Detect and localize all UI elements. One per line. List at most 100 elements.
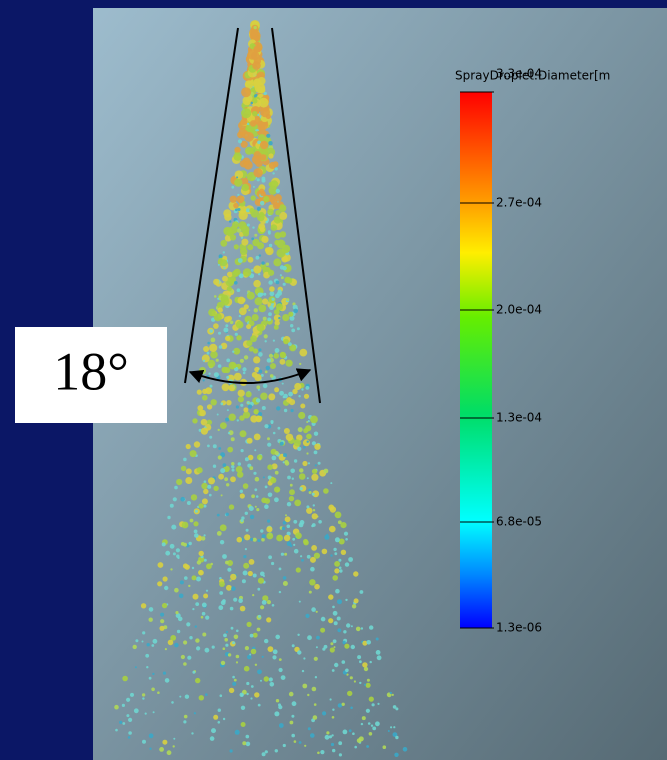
droplet (298, 412, 305, 419)
droplet (354, 746, 357, 749)
droplet (269, 305, 274, 310)
droplet (283, 396, 286, 399)
droplet (235, 730, 240, 735)
droplet (201, 536, 205, 540)
droplet (283, 576, 287, 580)
droplet (252, 239, 259, 246)
droplet (250, 634, 254, 638)
droplet (276, 189, 280, 193)
droplet (241, 184, 249, 192)
droplet (246, 391, 252, 397)
droplet (232, 270, 239, 277)
droplet (329, 735, 332, 738)
droplet (292, 701, 297, 706)
droplet (221, 259, 228, 266)
droplet (335, 537, 340, 542)
droplet (315, 676, 317, 678)
droplet (205, 616, 209, 620)
droplet (272, 172, 274, 174)
droplet (312, 687, 317, 692)
droplet (149, 677, 152, 680)
droplet (205, 693, 208, 696)
droplet (195, 638, 199, 642)
droplet (245, 548, 247, 550)
droplet (335, 589, 340, 594)
droplet (239, 315, 241, 317)
droplet (314, 444, 320, 450)
droplet (253, 538, 257, 542)
droplet (257, 669, 262, 674)
droplet (361, 723, 363, 725)
droplet (268, 393, 275, 400)
droplet (308, 489, 310, 491)
droplet (339, 569, 342, 572)
droplet (334, 568, 339, 573)
droplet (182, 522, 189, 529)
droplet (203, 379, 205, 381)
droplet (238, 396, 244, 402)
droplet (146, 666, 148, 668)
droplet (249, 28, 258, 37)
droplet (170, 568, 172, 570)
droplet (236, 630, 239, 633)
droplet (235, 209, 238, 212)
droplet (292, 478, 294, 480)
droplet (328, 594, 333, 599)
droplet (244, 132, 254, 142)
droplet (234, 635, 239, 640)
droplet (284, 553, 287, 556)
droplet (316, 636, 320, 640)
droplet (226, 376, 229, 379)
droplet (184, 715, 188, 719)
droplet (263, 293, 266, 296)
droplet (278, 317, 280, 319)
droplet (234, 281, 238, 285)
droplet (203, 594, 208, 599)
droplet (275, 210, 280, 215)
droplet (238, 208, 241, 211)
droplet (291, 329, 295, 333)
droplet (253, 356, 260, 363)
droplet (307, 694, 309, 696)
droplet (247, 655, 252, 660)
droplet (204, 505, 207, 508)
droplet (275, 635, 280, 640)
droplet (253, 574, 257, 578)
droplet (255, 506, 257, 508)
droplet (267, 600, 271, 604)
droplet (330, 647, 335, 652)
droplet (326, 731, 329, 734)
droplet (303, 446, 306, 449)
droplet (282, 314, 289, 321)
droplet (194, 712, 196, 714)
droplet (249, 506, 254, 511)
droplet (243, 563, 249, 569)
droplet (265, 371, 268, 374)
droplet (290, 484, 293, 487)
droplet (313, 509, 315, 511)
droplet (325, 735, 330, 740)
droplet (334, 646, 336, 648)
droplet (262, 406, 266, 410)
droplet (284, 409, 287, 412)
droplet (256, 495, 259, 498)
droplet (183, 720, 186, 723)
droplet (264, 334, 268, 338)
droplet (254, 26, 257, 29)
droplet (337, 628, 341, 632)
droplet (246, 735, 250, 739)
droplet (263, 476, 265, 478)
droplet (251, 685, 254, 688)
droplet (370, 661, 372, 663)
droplet (266, 533, 273, 540)
droplet (280, 359, 286, 365)
droplet (198, 570, 204, 576)
droplet (264, 504, 269, 509)
droplet (231, 437, 235, 441)
droplet (223, 634, 227, 638)
droplet (226, 513, 229, 516)
droplet (258, 305, 266, 313)
droplet (202, 389, 207, 394)
droplet (343, 630, 346, 633)
droplet (300, 404, 305, 409)
